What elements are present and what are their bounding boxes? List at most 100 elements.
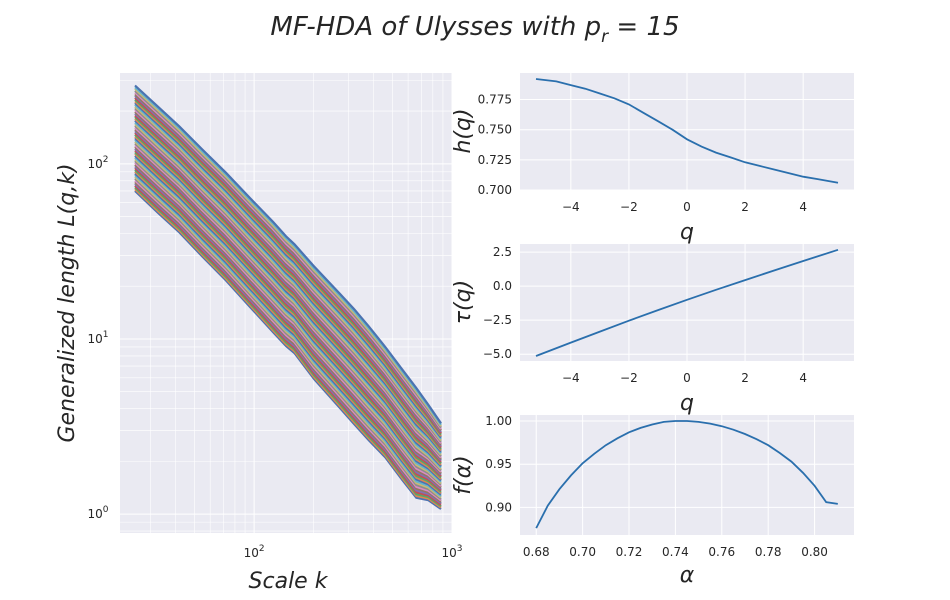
generalized-length-panel: 102 103 100 101 102 Scale k Generalized leng… <box>55 73 463 594</box>
generalized-length-series-2 <box>134 188 442 509</box>
tau-grid <box>520 244 854 361</box>
generalized-length-series-32 <box>134 135 442 466</box>
falpha-plot-area <box>520 415 854 535</box>
x-tick-label: 103 <box>441 544 462 560</box>
generalized-length-series-9 <box>134 176 442 499</box>
x-tick-label: 0.70 <box>569 545 596 559</box>
falpha-ylabel: f(α) <box>451 455 476 494</box>
hq-curve <box>535 78 839 184</box>
x-tick-label: −4 <box>562 200 580 214</box>
generalized-length-series-34 <box>134 132 442 463</box>
generalized-length-series-27 <box>134 144 442 473</box>
generalized-length-series-19 <box>134 158 442 485</box>
generalized-length-series-29 <box>134 140 442 470</box>
hq-panel: −4 −2 0 2 4 0.700 0.725 0.750 0.775 q h(q) <box>451 73 854 245</box>
generalized-length-series-22 <box>134 153 442 480</box>
y-tick-label: 0.775 <box>478 93 512 107</box>
generalized-length-series-41 <box>134 119 442 453</box>
generalized-length-series-28 <box>134 142 442 472</box>
generalized-length-series-3 <box>134 186 442 507</box>
x-tick-label: 0.72 <box>616 545 643 559</box>
generalized-length-series-42 <box>134 118 442 452</box>
generalized-length-series-10 <box>134 174 442 497</box>
generalized-length-series-18 <box>134 160 442 486</box>
hq-ylabel: h(q) <box>451 108 476 153</box>
generalized-length-series-1 <box>134 190 442 510</box>
y-tick-label: 0.725 <box>478 153 512 167</box>
falpha-panel: 0.68 0.70 0.72 0.74 0.76 0.78 0.80 0.90 0.95 1.00… <box>451 414 854 588</box>
generalized-length-series-group <box>134 84 442 510</box>
falpha-ticks: 0.68 0.70 0.72 0.74 0.76 0.78 0.80 0.90 0.95 1.00 <box>485 414 828 559</box>
x-tick-label: −2 <box>620 200 638 214</box>
tau-xlabel: q <box>680 391 694 416</box>
generalized-length-series-60 <box>134 86 442 426</box>
x-tick-label: 0.74 <box>662 545 689 559</box>
generalized-length-series-11 <box>134 172 442 496</box>
generalized-length-series-48 <box>134 107 442 443</box>
y-tick-label: −2.5 <box>483 313 512 327</box>
falpha-curve <box>535 420 838 529</box>
generalized-length-series-16 <box>134 163 442 489</box>
y-tick-label: 0.90 <box>485 500 512 514</box>
generalized-length-series-39 <box>134 123 442 456</box>
generalized-length-series-13 <box>134 169 442 493</box>
x-tick-label: 4 <box>799 371 807 385</box>
generalized-length-series-14 <box>134 167 442 492</box>
y-tick-label: 2.5 <box>493 245 512 259</box>
generalized-length-series-24 <box>134 149 442 477</box>
x-tick-label: 2 <box>741 371 749 385</box>
generalized-length-series-12 <box>134 170 442 495</box>
generalized-length-series-51 <box>134 102 442 439</box>
generalized-length-series-55 <box>134 95 442 433</box>
generalized-length-series-57 <box>134 91 442 430</box>
generalized-length-xlabel: Scale k <box>249 569 329 594</box>
y-tick-label: −5.0 <box>483 347 512 361</box>
x-tick-label: −4 <box>562 371 580 385</box>
y-tick-label: 1.00 <box>485 414 512 428</box>
tau-ticks: −4 −2 0 2 4 −5.0 −2.5 0.0 2.5 <box>483 245 807 385</box>
generalized-length-series-52 <box>134 100 442 437</box>
generalized-length-series-50 <box>134 103 442 440</box>
generalized-length-series-6 <box>134 181 442 503</box>
generalized-length-series-25 <box>134 147 442 476</box>
y-tick-label: 100 <box>87 505 108 521</box>
generalized-length-series-54 <box>134 96 442 434</box>
generalized-length-series-7 <box>134 179 442 502</box>
x-tick-label: 0.80 <box>801 545 828 559</box>
generalized-length-series-17 <box>134 161 442 487</box>
y-tick-label: 0.95 <box>485 457 512 471</box>
falpha-xlabel: α <box>680 563 695 588</box>
tau-curve <box>535 248 839 357</box>
generalized-length-series-5 <box>134 183 442 505</box>
generalized-length-series-61 <box>134 84 442 424</box>
hq-ticks: −4 −2 0 2 4 0.700 0.725 0.750 0.775 <box>478 93 807 214</box>
x-tick-label: −2 <box>620 371 638 385</box>
x-tick-label: 4 <box>799 200 807 214</box>
generalized-length-series-44 <box>134 114 442 449</box>
falpha-grid <box>520 415 854 535</box>
x-tick-label: 2 <box>741 200 749 214</box>
x-tick-label: 0 <box>683 200 691 214</box>
generalized-length-series-47 <box>134 109 442 444</box>
generalized-length-series-15 <box>134 165 442 490</box>
hq-grid <box>520 73 854 191</box>
tau-panel: −4 −2 0 2 4 −5.0 −2.5 0.0 2.5 q τ(q) <box>451 244 854 416</box>
y-tick-label: 102 <box>87 155 108 171</box>
generalized-length-ticks: 102 103 100 101 102 <box>87 155 462 560</box>
generalized-length-series-21 <box>134 154 442 482</box>
y-tick-label: 0.700 <box>478 183 512 197</box>
y-tick-label: 0.750 <box>478 123 512 137</box>
figure-title: MF-HDA of Ulysses with pr = 15 <box>270 12 679 47</box>
x-tick-label: 102 <box>244 544 265 560</box>
y-tick-label: 0.0 <box>493 279 512 293</box>
generalized-length-series-58 <box>134 89 442 429</box>
x-tick-label: 0.68 <box>523 545 550 559</box>
y-tick-label: 101 <box>87 330 108 346</box>
generalized-length-series-31 <box>134 137 442 467</box>
x-tick-label: 0 <box>683 371 691 385</box>
tau-ylabel: τ(q) <box>451 280 476 324</box>
generalized-length-series-20 <box>134 156 442 483</box>
x-tick-label: 0.78 <box>755 545 782 559</box>
generalized-length-series-45 <box>134 112 442 447</box>
